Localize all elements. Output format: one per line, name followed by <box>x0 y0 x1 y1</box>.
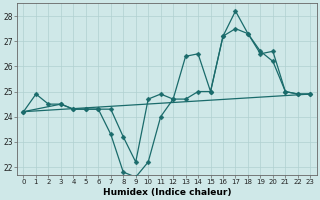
X-axis label: Humidex (Indice chaleur): Humidex (Indice chaleur) <box>103 188 231 197</box>
